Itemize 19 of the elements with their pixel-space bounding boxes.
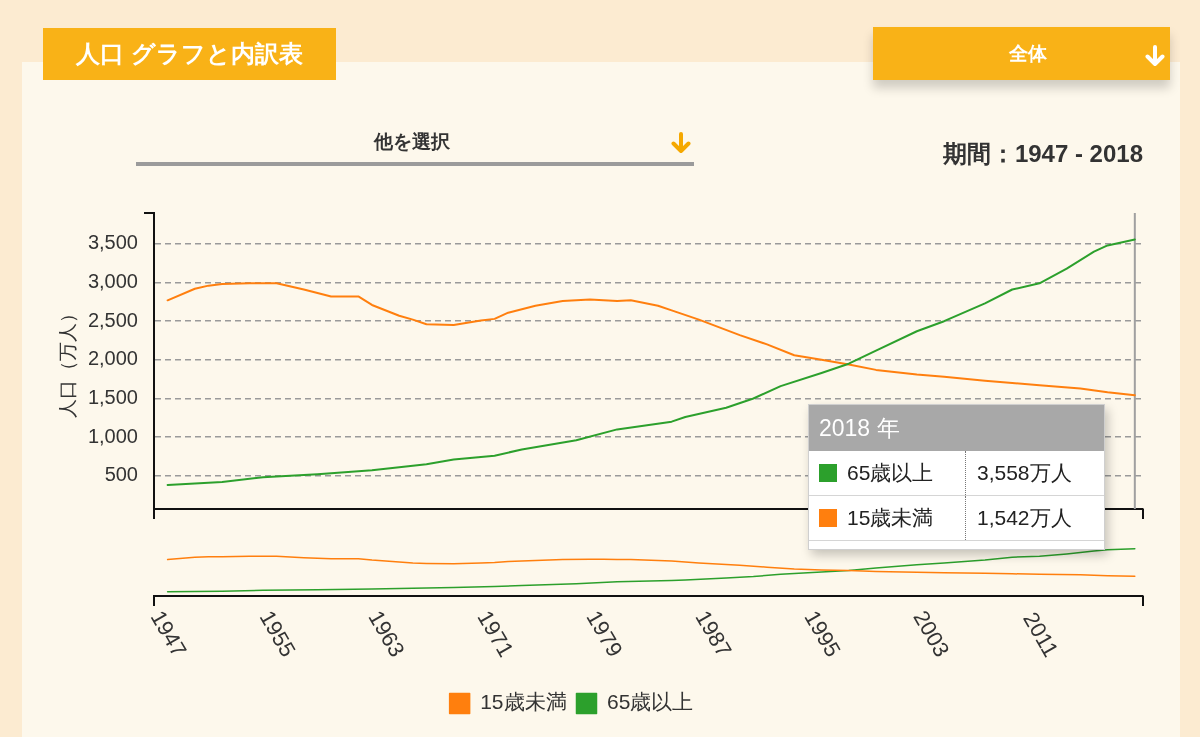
annotation: 1,542万人 xyxy=(965,496,1072,540)
annotation: 2018 年 xyxy=(809,405,1104,451)
y-axis-title: 人口（万人） xyxy=(56,304,78,418)
y-tick-label: 1,000 xyxy=(87,424,138,447)
dropdown-button: 全体 xyxy=(873,27,1170,80)
y-tick-label: 2,500 xyxy=(87,308,138,331)
legend-label: 65歳以上 xyxy=(847,460,934,486)
y-tick-label: 3,500 xyxy=(87,231,138,254)
y-tick-label: 2,000 xyxy=(87,347,138,370)
annotation: 3,558万人 xyxy=(965,451,1072,495)
y-tick-label: 1,500 xyxy=(87,386,138,408)
select-field: 他を選択 xyxy=(136,122,694,166)
chart-subtitle: 期間：1947 - 2018 xyxy=(942,139,1143,169)
y-tick-label: 500 xyxy=(104,463,138,486)
legend-label: 15歳未満 xyxy=(847,505,934,531)
legend-label: 15歳未満 xyxy=(480,690,567,714)
chart-title: 人口 グラフと内訳表 xyxy=(43,28,336,80)
legend-label: 65歳以上 xyxy=(607,690,694,714)
y-tick-label: 3,000 xyxy=(87,270,138,293)
